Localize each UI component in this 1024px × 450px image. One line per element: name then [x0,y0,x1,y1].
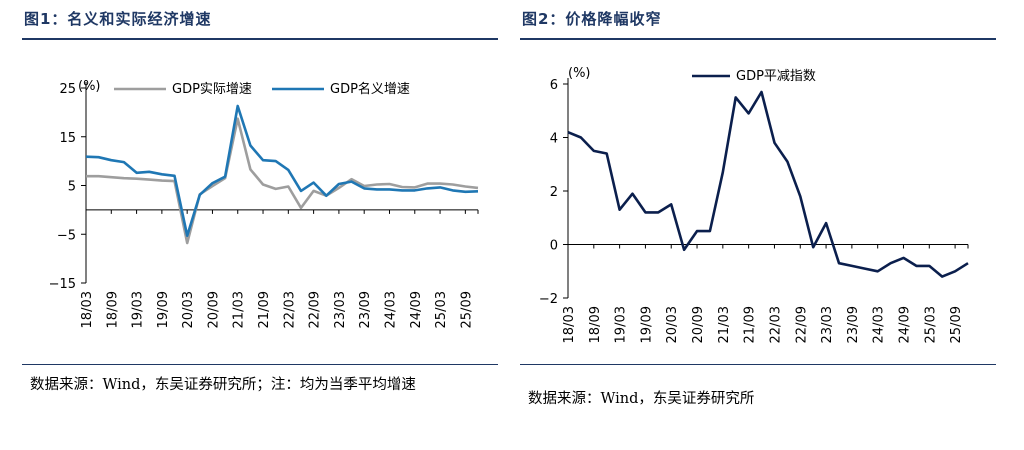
x-tick-label: 18/09 [588,306,603,343]
x-tick-label: 25/03 [923,306,938,343]
x-tick-label: 20/09 [691,306,706,343]
legend-label-1: GDP实际增速 [172,82,252,97]
figure-1-top-rule [22,38,498,40]
x-tick-label: 20/09 [206,291,221,328]
y-tick-label: 0 [550,239,558,254]
figure-1-title: 图1：名义和实际经济增速 [24,10,212,28]
x-tick-label: 25/09 [949,306,964,343]
figure-2-title: 图2：价格降幅收窄 [522,10,662,28]
x-tick-label: 23/03 [333,291,348,328]
figure-2-top-rule [520,38,996,40]
figure-1-bottom-rule [22,364,498,365]
legend-label-2: GDP名义增速 [330,81,410,97]
y-tick-label: 2 [550,185,558,200]
y-tick-label: 15 [59,131,76,146]
figure-2-panel: 图2：价格降幅收窄 6 4 2 0 −2 (%) 18/03 18/09 19/03 19/09 2… [520,0,996,450]
legend-label-1: GDP平减指数 [736,69,816,84]
series-line-2 [85,104,479,237]
x-tick-label: 22/03 [282,291,297,328]
x-tick-label: 21/03 [232,291,247,328]
x-tick-label: 18/03 [80,291,95,328]
x-tick-label: 18/03 [562,306,577,343]
x-tick-label: 21/03 [717,306,732,343]
x-tick-label: 19/09 [639,306,654,343]
x-tick-label: 25/03 [434,291,449,328]
figure-2-chart: 6 4 2 0 −2 (%) 18/03 18/09 19/03 19/09 20/03 20/09 2… [539,66,969,343]
x-tick-label: 22/03 [768,306,783,343]
x-tick-label: 22/09 [794,306,809,343]
y-tick-label: −15 [49,277,76,292]
x-tick-label: 19/03 [614,306,629,343]
figure-2-bottom-rule [520,364,996,365]
series-line-1 [567,90,969,278]
y-tick-label: −2 [539,292,558,307]
x-tick-label: 19/03 [131,291,146,328]
x-tick-label: 23/09 [358,291,373,328]
x-tick-label: 22/09 [308,291,323,328]
y-tick-label: 25 [59,82,76,97]
x-tick-label: 18/09 [105,291,120,328]
y-tick-label: 6 [550,78,558,93]
x-tick-label: 20/03 [665,306,680,343]
y-unit-label: (%) [568,66,591,81]
x-tick-label: 24/09 [409,291,424,328]
y-tick-label: 5 [68,180,76,195]
x-tick-label: 21/09 [257,291,272,328]
x-tick-label: 23/09 [846,306,861,343]
figure-2-source-note: 数据来源：Wind，东吴证券研究所 [528,391,755,407]
y-tick-label: 4 [550,132,558,147]
figure-1-chart: 25 15 5 −5 −15 (%) 18/03 18/09 19/03 19/09 20/03 20… [49,79,479,328]
series-line-1 [86,117,479,245]
x-tick-label: 24/03 [383,291,398,328]
x-tick-label: 21/09 [743,306,758,343]
x-tick-label: 25/09 [459,291,474,328]
figure-1-panel: 图1：名义和实际经济增速 25 15 5 −5 −15 (%) 18/03 18/09 19/0… [22,0,498,450]
x-tick-label: 24/03 [872,306,887,343]
x-tick-label: 20/03 [181,291,196,328]
y-tick-label: −5 [57,228,76,243]
figure-1-source-note: 数据来源：Wind，东吴证券研究所；注：均为当季平均增速 [30,377,416,393]
x-tick-label: 23/03 [820,306,835,343]
y-unit-label: (%) [78,79,101,94]
x-tick-label: 24/09 [897,306,912,343]
x-tick-label: 19/09 [156,291,171,328]
